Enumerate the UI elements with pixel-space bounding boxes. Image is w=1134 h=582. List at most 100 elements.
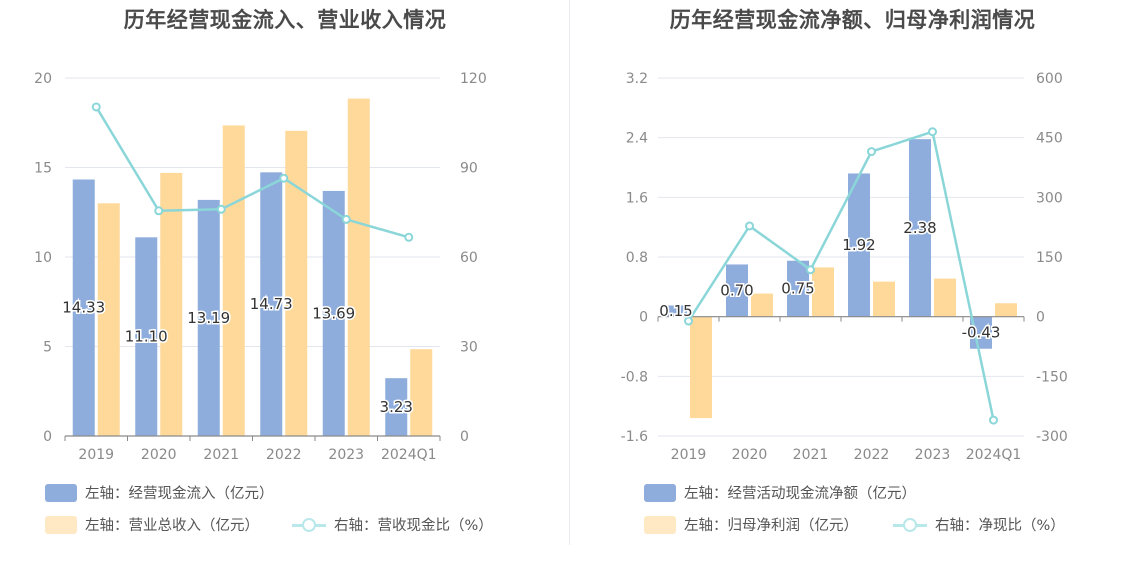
- legend-item-series-3[interactable]: 右轴：净现比（%）: [893, 514, 1065, 535]
- bar-data-label: 14.33: [62, 299, 105, 317]
- y-left-tick-label: 15: [34, 161, 52, 177]
- y-right-tick-label: -300: [1036, 429, 1068, 445]
- bar-series-2: [222, 125, 245, 436]
- bar-series-2: [995, 303, 1017, 317]
- bar-series-1: [787, 260, 809, 317]
- y-left-tick-label: 1.6: [626, 190, 648, 206]
- bar-series-2: [347, 98, 370, 437]
- legend-label: 左轴：营业总收入（亿元）: [85, 518, 259, 534]
- y-left-tick-label: -1.6: [621, 429, 648, 445]
- x-tick-label: 2020: [732, 447, 768, 463]
- line-point: [341, 214, 351, 224]
- bar-data-label: 2.38: [903, 219, 936, 237]
- y-right-tick-label: 300: [1036, 190, 1063, 206]
- bar-series-2: [934, 278, 956, 317]
- line-point: [684, 316, 693, 326]
- x-tick-label: 2024Q1: [381, 447, 437, 463]
- y-right-tick-label: -150: [1036, 369, 1068, 385]
- legend-label: 右轴：营收现金比（%）: [334, 518, 493, 534]
- bar-data-label: 14.73: [250, 295, 293, 313]
- bar-data-label: 0.15: [659, 302, 692, 320]
- y-right-tick-label: 150: [1036, 250, 1063, 266]
- bar-data-label: 1.92: [842, 236, 875, 254]
- bar-series-1: [665, 305, 687, 317]
- panel-divider: [569, 0, 570, 545]
- y-right-tick-label: 60: [460, 250, 478, 266]
- x-tick-label: 2020: [141, 447, 177, 463]
- line-point: [154, 206, 164, 216]
- x-tick-label: 2023: [915, 447, 951, 463]
- bar-data-label: 0.75: [781, 280, 814, 298]
- bar-data-label: 13.19: [187, 309, 230, 327]
- bar-series-1: [135, 237, 158, 436]
- y-right-tick-label: 0: [460, 429, 469, 445]
- legend-swatch: [893, 516, 927, 534]
- line-series-3: [687, 130, 995, 421]
- x-tick-label: 2022: [266, 447, 302, 463]
- legend-item-series-1[interactable]: 左轴：经营现金流入（亿元）: [45, 482, 274, 503]
- line-point: [91, 102, 101, 112]
- line-point: [745, 221, 754, 231]
- bar-series-2: [873, 281, 895, 317]
- line-point: [404, 232, 414, 242]
- y-right-tick-label: 120: [460, 71, 487, 87]
- y-left-tick-label: 5: [43, 340, 52, 356]
- x-tick-label: 2022: [854, 447, 890, 463]
- chart-plot: -1.6 -0.8 0 0.8 1.6 2.4 3.2 -300 -150 0 150 300 450 6…: [621, 71, 1068, 463]
- line-point: [867, 147, 876, 157]
- legend-item-series-3[interactable]: 右轴：营收现金比（%）: [292, 514, 493, 535]
- bar-data-label: 3.23: [380, 398, 413, 416]
- line-point: [928, 127, 937, 137]
- bar-data-label: 13.69: [312, 304, 355, 322]
- legend-item-series-1[interactable]: 左轴：经营活动现金流净额（亿元）: [644, 482, 916, 503]
- legend-swatch: [644, 483, 676, 502]
- bar-series-2: [812, 267, 834, 317]
- bar-series-2: [751, 293, 773, 317]
- y-left-tick-label: 3.2: [626, 71, 648, 87]
- chart-title: 历年经营现金流净额、归母净利润情况: [669, 8, 1036, 32]
- legend-label: 左轴：归母净利润（亿元）: [684, 518, 858, 534]
- bar-series-1: [322, 190, 345, 436]
- bar-series-1: [848, 173, 870, 317]
- legend-item-series-2[interactable]: 左轴：营业总收入（亿元）: [45, 514, 259, 535]
- y-right-tick-label: 600: [1036, 71, 1063, 87]
- line-series-3: [95, 106, 410, 239]
- y-right-tick-label: 90: [460, 161, 478, 177]
- bar-series-1: [72, 179, 95, 437]
- x-tick-label: 2019: [671, 447, 707, 463]
- y-left-tick-label: 0.8: [626, 250, 648, 266]
- x-tick-label: 2021: [203, 447, 239, 463]
- chart-panel-cashflow-inflow: 历年经营现金流入、营业收入情况 0 5 10 15 20 0 30 60 90 120 2019 20…: [34, 8, 493, 535]
- y-left-tick-label: 0: [43, 429, 52, 445]
- chart-plot: 0 5 10 15 20 0 30 60 90 120 2019 2020 2021 2022 2023 20…: [34, 71, 487, 463]
- line-point: [989, 415, 998, 425]
- bar-series-1: [260, 172, 283, 436]
- legend-label: 右轴：净现比（%）: [935, 518, 1065, 534]
- chart-panel-net-cashflow: 历年经营现金流净额、归母净利润情况 -1.6 -0.8 0 0.8 1.6 2.4 3.2-…: [571, 0, 1134, 582]
- y-right-tick-label: 30: [460, 340, 478, 356]
- y-left-tick-label: 20: [34, 71, 52, 87]
- legend-swatch: [292, 516, 326, 534]
- bar-series-1: [197, 199, 220, 436]
- bar-data-label: 0.70: [720, 282, 753, 300]
- legend-swatch: [45, 483, 77, 502]
- bar-series-1: [726, 264, 748, 317]
- bar-series-2: [690, 316, 712, 419]
- bar-data-label: 11.10: [125, 328, 168, 346]
- bar-series-2: [160, 172, 183, 436]
- x-tick-label: 2019: [78, 447, 114, 463]
- y-left-tick-label: 0: [639, 310, 648, 326]
- y-left-tick-label: 2.4: [626, 131, 648, 147]
- y-right-tick-label: 0: [1036, 310, 1045, 326]
- x-tick-label: 2021: [793, 447, 829, 463]
- bar-series-1: [909, 139, 931, 317]
- line-point: [279, 173, 289, 183]
- legend-swatch: [644, 515, 676, 534]
- bar-series-1: [385, 378, 408, 436]
- line-point: [216, 204, 226, 214]
- y-right-tick-label: 450: [1036, 131, 1063, 147]
- legend-item-series-2[interactable]: 左轴：归母净利润（亿元）: [644, 514, 858, 535]
- bar-series-2: [410, 349, 433, 436]
- legend-swatch: [45, 515, 77, 534]
- legend-label: 左轴：经营现金流入（亿元）: [85, 486, 274, 502]
